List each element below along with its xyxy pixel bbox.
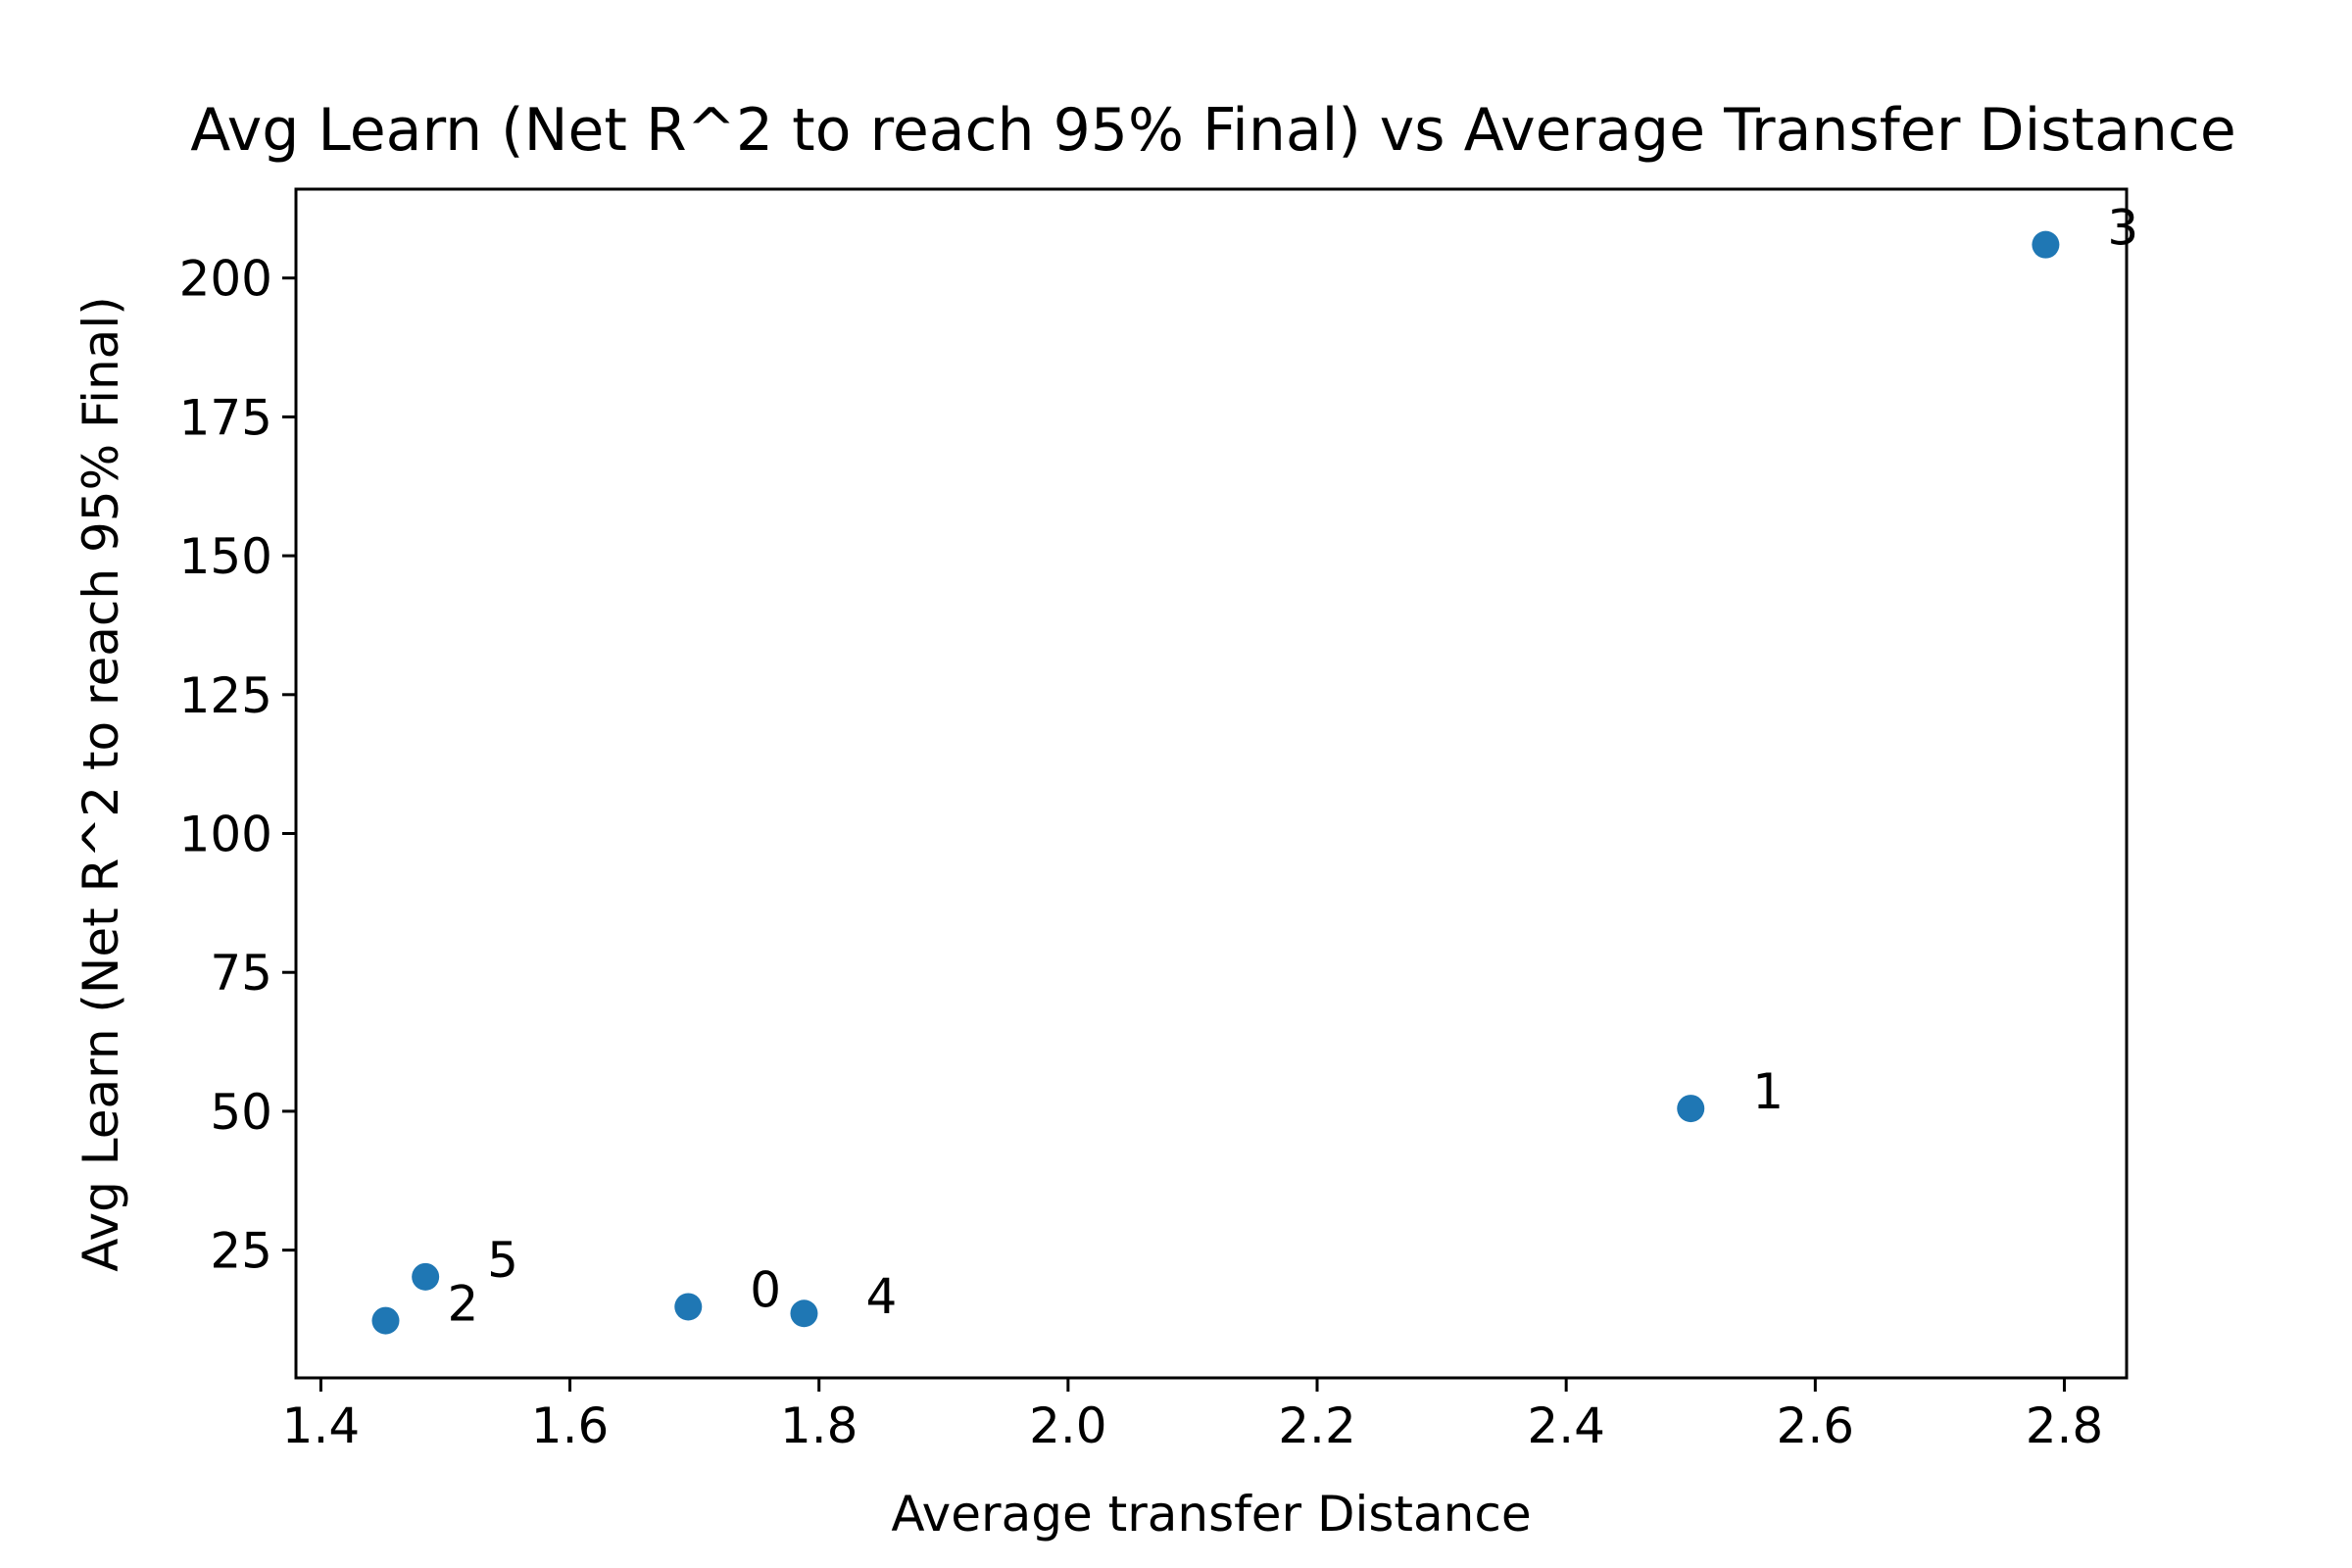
x-axis-label: Average transfer Distance xyxy=(891,1486,1531,1543)
x-tick-label: 2.6 xyxy=(1777,1397,1855,1454)
plot-area: 0 1 2 3 4 5 xyxy=(371,200,2138,1335)
point-label-2: 2 xyxy=(447,1276,478,1333)
y-tick-label: 175 xyxy=(179,389,272,446)
x-tick-label: 2.8 xyxy=(2026,1397,2104,1454)
x-axis-ticks: 1.4 1.6 1.8 2.0 2.2 2.4 2.6 2.8 xyxy=(282,1378,2104,1454)
axes-frame xyxy=(294,187,2129,1380)
data-point-4 xyxy=(790,1299,818,1328)
point-label-3: 3 xyxy=(2107,200,2138,257)
point-label-4: 4 xyxy=(865,1268,897,1325)
y-tick-label: 150 xyxy=(179,528,272,585)
data-point-5 xyxy=(412,1262,440,1291)
y-tick-label: 75 xyxy=(210,945,272,1002)
y-tick-label: 100 xyxy=(179,807,272,863)
data-point-3 xyxy=(2032,230,2060,259)
x-tick-label: 2.2 xyxy=(1278,1397,1356,1454)
y-axis-label: Avg Learn (Net R^2 to reach 95% Final) xyxy=(73,296,129,1271)
data-point-2 xyxy=(371,1306,400,1335)
point-label-5: 5 xyxy=(487,1232,518,1289)
x-tick-label: 2.0 xyxy=(1029,1397,1107,1454)
y-tick-label: 50 xyxy=(210,1084,272,1141)
x-tick-label: 2.4 xyxy=(1527,1397,1605,1454)
x-tick-label: 1.4 xyxy=(282,1397,361,1454)
y-tick-label: 200 xyxy=(179,251,272,308)
y-tick-label: 125 xyxy=(179,667,272,724)
data-point-0 xyxy=(674,1293,703,1321)
point-label-1: 1 xyxy=(1752,1063,1784,1120)
chart-title: Avg Learn (Net R^2 to reach 95% Final) v… xyxy=(190,96,2236,165)
y-tick-label: 25 xyxy=(210,1223,272,1280)
y-axis-ticks: 25 50 75 100 125 150 175 200 xyxy=(179,251,296,1280)
x-tick-label: 1.6 xyxy=(531,1397,610,1454)
x-tick-label: 1.8 xyxy=(780,1397,858,1454)
point-label-0: 0 xyxy=(750,1261,781,1318)
data-point-1 xyxy=(1677,1095,1705,1123)
